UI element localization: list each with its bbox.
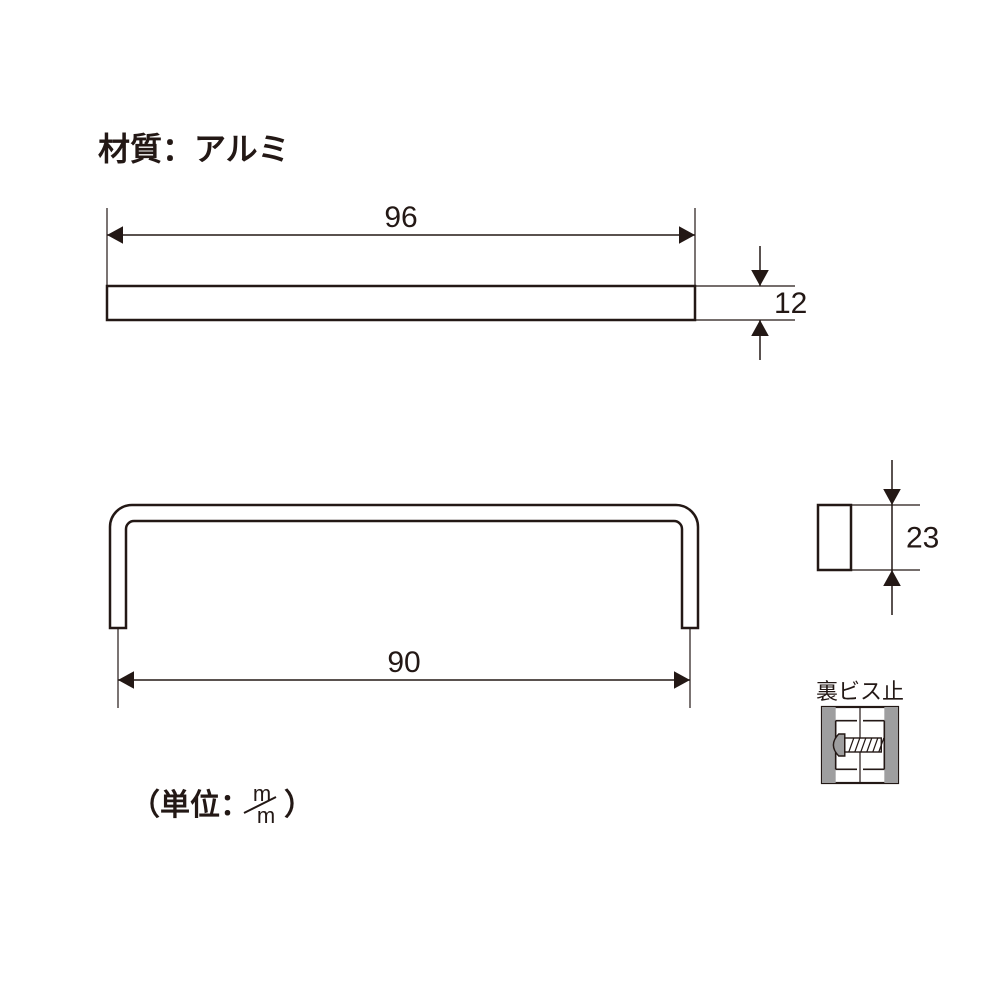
top-view-outline bbox=[107, 286, 695, 320]
arrowhead-icon bbox=[883, 570, 901, 586]
svg-text:）: ） bbox=[284, 788, 314, 822]
arrowhead-icon bbox=[883, 489, 901, 505]
material-label: 材質：アルミ bbox=[98, 131, 290, 167]
screw-icon bbox=[822, 707, 898, 783]
screw-label: 裏ビス止 bbox=[816, 679, 904, 704]
arrowhead-icon bbox=[751, 270, 769, 286]
arrowhead-icon bbox=[679, 226, 695, 244]
dimension-value: 96 bbox=[384, 201, 417, 234]
arrowhead-icon bbox=[674, 671, 690, 689]
arrowhead-icon bbox=[118, 671, 134, 689]
dimension-value: 23 bbox=[906, 522, 939, 555]
arrowhead-icon bbox=[751, 320, 769, 336]
svg-text:（単位：: （単位： bbox=[130, 788, 250, 822]
arrowhead-icon bbox=[107, 226, 123, 244]
svg-text:m: m bbox=[257, 803, 275, 828]
dimension-value: 90 bbox=[387, 646, 420, 679]
handle-front-view bbox=[110, 505, 698, 628]
unit-label: （単位：mm） bbox=[130, 781, 314, 828]
dimension-value: 12 bbox=[774, 287, 807, 320]
side-profile-outline bbox=[818, 505, 851, 570]
